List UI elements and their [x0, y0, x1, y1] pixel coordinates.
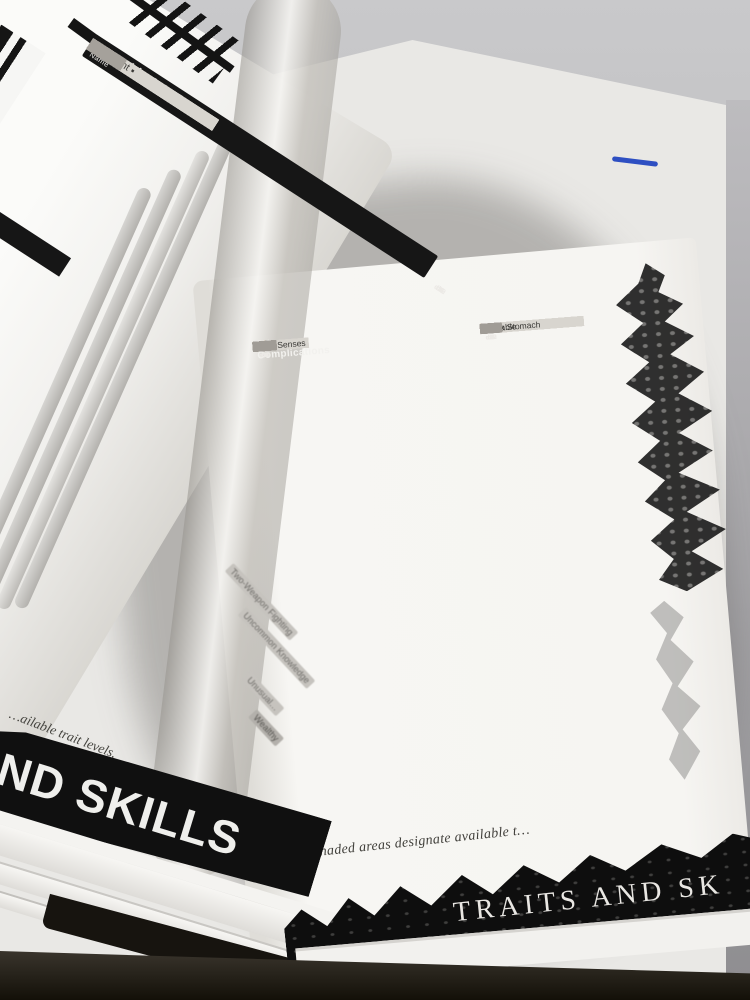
table-row: Weak Stomach — [479, 319, 541, 335]
table-row — [252, 340, 278, 352]
shaded-cell — [252, 340, 278, 352]
empty-cell — [480, 322, 503, 334]
